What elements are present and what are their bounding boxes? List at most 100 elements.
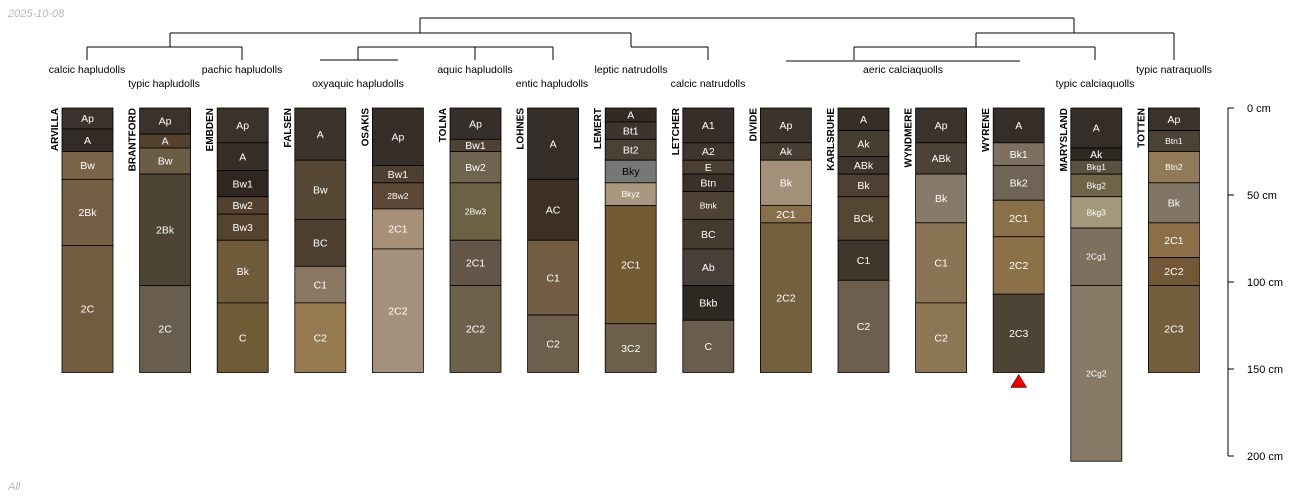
horizon-block: [992, 165, 1045, 201]
horizon-label: 2C1: [621, 259, 640, 271]
taxon-label: calcic hapludolls: [49, 64, 125, 76]
horizon-label: Bky: [622, 166, 640, 178]
profile-lohnes: A AC C1 C2 LOHNES: [516, 107, 579, 373]
horizon-block: [1148, 151, 1200, 184]
profile-wyrene: A Bk1 Bk2 2C1 2C2 2C3 WYRENE: [981, 107, 1045, 388]
profile-brantford: Ap A Bw 2Bk 2C BRANTFORD: [128, 107, 192, 373]
horizon-label: 2Bw2: [387, 191, 409, 201]
horizon-label: A: [239, 151, 246, 163]
horizon-label: Bw2: [465, 162, 486, 174]
horizon-block: [216, 302, 269, 373]
horizon-label: 2Bk: [156, 224, 175, 236]
horizon-label: C1: [314, 279, 328, 291]
horizon-label: Bkg2: [1087, 180, 1107, 190]
horizon-label: Bw1: [388, 169, 409, 181]
profile-name: TOTTEN: [1136, 108, 1147, 148]
horizon-label: Btn1: [1165, 136, 1183, 146]
horizon-label: 2Cg2: [1086, 368, 1107, 378]
horizon-block: [682, 285, 735, 321]
profile-lemert: A Bt1 Bt2 Bky Bkyz 2C1 3C2 LEMERT: [593, 107, 657, 373]
horizon-label: Bk: [237, 266, 250, 278]
horizon-label: Bkb: [699, 298, 717, 310]
horizon-label: Bw: [158, 156, 173, 168]
profile-name: LEMERT: [593, 108, 604, 149]
profile-name: EMBDEN: [205, 108, 216, 151]
horizon-label: Bkyz: [621, 189, 639, 199]
horizon-label: Ak: [1090, 149, 1103, 161]
horizon-block: [1148, 257, 1200, 286]
horizon-label: 2C2: [1009, 260, 1028, 272]
horizon-label: 2C: [81, 304, 95, 316]
depth-axis: 0 cm 50 cm 100 cm 150 cm 200 cm: [1227, 103, 1283, 463]
horizon-label: A1: [702, 120, 715, 132]
date-stamp: 2025-10-08: [8, 8, 65, 20]
profile-name: WYRENE: [981, 108, 992, 152]
taxon-label: typic natraquolls: [1136, 64, 1212, 76]
profile-name: LOHNES: [516, 108, 527, 150]
profile-letcher: A1 A2 E Btn Btnk BC Ab Bkb C LETCHER: [671, 107, 735, 373]
horizon-block: [139, 285, 192, 373]
horizon-label: Bw3: [232, 222, 253, 234]
horizon-label: 2Bw3: [465, 207, 487, 217]
horizon-block: [139, 107, 192, 135]
horizon-label: C2: [314, 332, 328, 344]
horizon-block: [760, 107, 812, 144]
horizon-block: [604, 323, 657, 373]
horizon-block: [992, 293, 1045, 373]
horizon-block: [992, 107, 1045, 144]
axis-tick-label: 100 cm: [1247, 277, 1283, 289]
profile-totten: Ap Btn1 Btn2 Bk 2C1 2C2 2C3 TOTTEN: [1136, 107, 1200, 373]
horizon-label: 2C2: [1164, 266, 1183, 278]
horizon-block: [61, 178, 114, 246]
horizon-block: [915, 107, 967, 144]
horizon-block: [139, 173, 192, 286]
horizon-block: [371, 208, 424, 250]
horizon-block: [527, 107, 579, 180]
horizon-block: [760, 222, 812, 373]
horizon-label: 2C2: [388, 305, 407, 317]
horizon-label: 2C: [158, 324, 172, 336]
profile-falsen: A Bw BC C1 C2 FALSEN: [283, 107, 347, 373]
horizon-label: Bk: [1168, 198, 1181, 210]
horizon-label: 2C1: [466, 258, 485, 270]
horizon-label: 2Bk: [78, 207, 97, 219]
horizon-label: A: [1093, 123, 1100, 135]
horizon-block: [139, 147, 192, 175]
horizon-block: [527, 178, 579, 241]
horizon-label: Bw1: [232, 178, 253, 190]
horizon-label: Ak: [780, 146, 793, 158]
horizon-label: Ap: [391, 131, 404, 143]
horizon-block: [216, 213, 269, 241]
taxon-label: typic hapludolls: [128, 78, 200, 90]
horizon-block: [216, 239, 269, 304]
horizon-block: [682, 218, 735, 250]
horizon-label: C: [239, 332, 247, 344]
horizon-label: Bw2: [232, 200, 253, 212]
horizon-block: [449, 182, 502, 241]
horizon-block: [216, 142, 269, 172]
horizon-block: [915, 173, 967, 224]
horizon-block: [371, 107, 424, 166]
horizon-block: [61, 245, 114, 373]
horizon-block: [760, 159, 812, 206]
horizon-label: 2Cg1: [1086, 252, 1107, 262]
horizon-label: Bkg3: [1087, 207, 1107, 217]
profile-osakis: Ap Bw1 2Bw2 2C1 2C2 OSAKIS: [360, 107, 424, 373]
horizon-block: [216, 107, 269, 144]
horizon-block: [915, 142, 967, 175]
horizon-label: Ap: [1167, 114, 1180, 126]
horizon-label: 2C1: [1164, 235, 1183, 247]
horizon-label: C1: [934, 258, 948, 270]
horizon-label: ABk: [854, 160, 874, 172]
horizon-block: [449, 239, 502, 286]
profile-name: MARYSLAND: [1059, 108, 1070, 172]
horizon-label: BC: [701, 229, 716, 241]
footer-label: All: [8, 481, 21, 493]
horizon-label: 2C1: [388, 224, 407, 236]
taxon-label: pachic hapludolls: [202, 64, 283, 76]
horizon-block: [216, 170, 269, 198]
horizon-label: A: [317, 129, 324, 141]
